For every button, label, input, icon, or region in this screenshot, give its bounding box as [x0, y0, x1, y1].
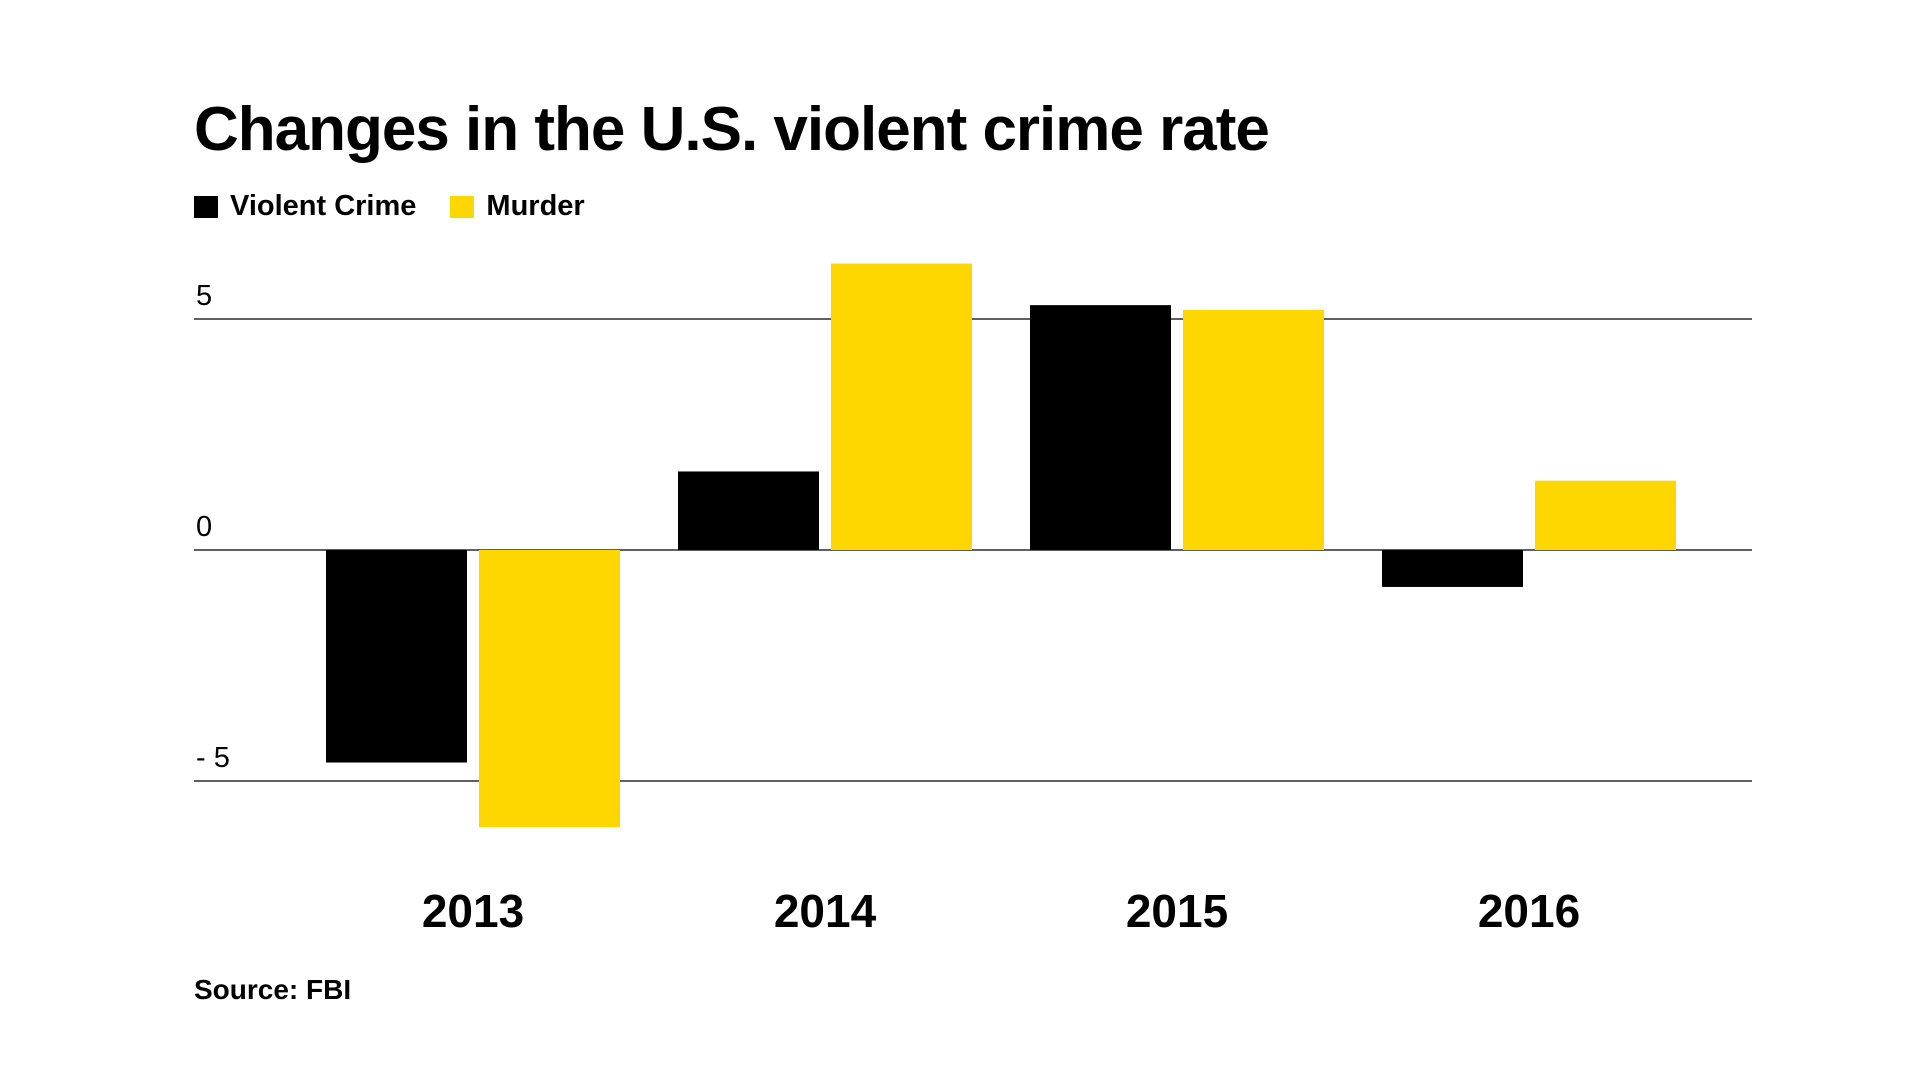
x-category-label-2016: 2016	[1478, 885, 1580, 937]
x-category-label-2013: 2013	[422, 885, 524, 937]
bar-violent-crime-2013	[326, 550, 467, 763]
legend-label-murder: Murder	[486, 190, 585, 222]
legend-item-murder: Murder	[450, 190, 585, 223]
y-tick-label-0: 5	[196, 280, 212, 312]
bar-murder-2015	[1183, 309, 1324, 550]
legend-item-violent-crime: Violent Crime	[194, 190, 416, 223]
chart-legend: Violent Crime Murder	[194, 190, 619, 223]
x-category-label-2014: 2014	[774, 885, 877, 937]
y-tick-label-2: - 5	[196, 742, 230, 774]
legend-swatch-murder	[450, 195, 475, 218]
x-category-label-2015: 2015	[1126, 885, 1228, 937]
bar-murder-2016	[1535, 480, 1676, 550]
y-tick-label-1: 0	[196, 511, 212, 543]
legend-swatch-violent-crime	[194, 195, 218, 218]
bar-murder-2014	[831, 263, 972, 550]
bar-violent-crime-2015	[1030, 305, 1171, 550]
source-note: Source: FBI	[194, 974, 352, 1005]
bar-violent-crime-2014	[678, 471, 819, 550]
chart-title: Changes in the U.S. violent crime rate	[194, 95, 1270, 164]
bar-violent-crime-2016	[1382, 550, 1523, 587]
bar-murder-2013	[479, 550, 620, 828]
legend-label-violent-crime: Violent Crime	[230, 190, 417, 222]
